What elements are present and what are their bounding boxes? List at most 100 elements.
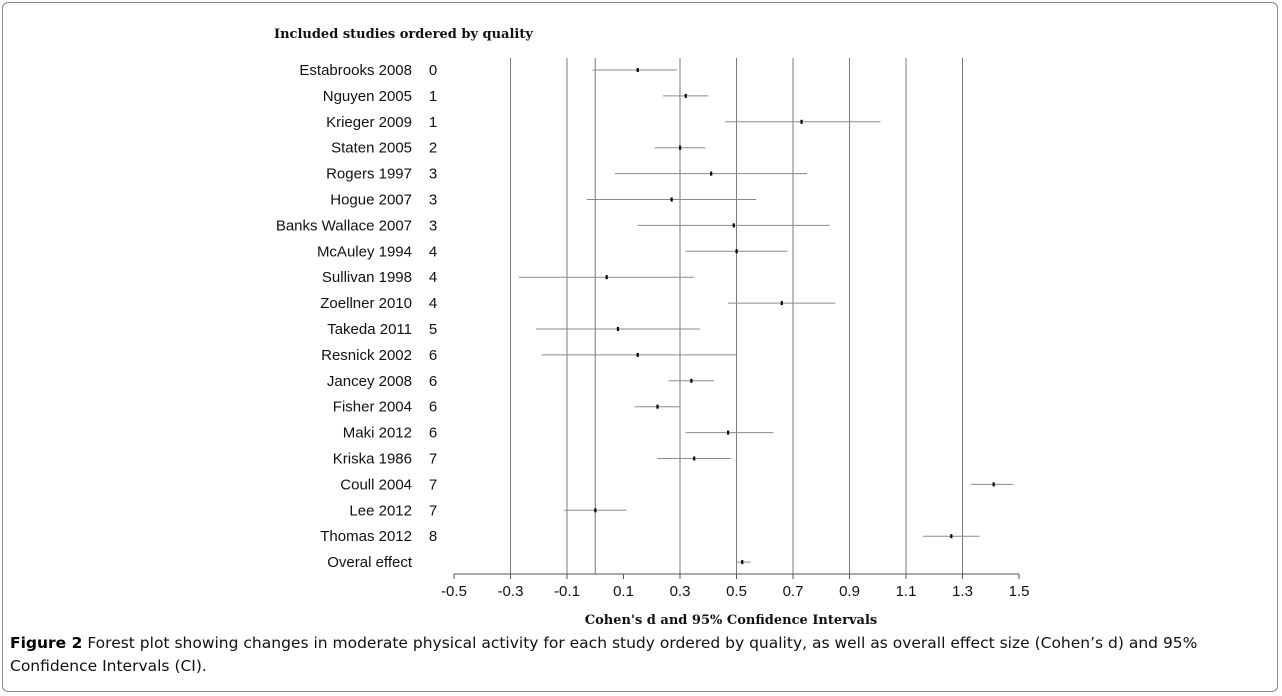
study-row: Resnick 2002 6: [321, 347, 737, 364]
study-row: Thomas 2012 8: [320, 528, 980, 545]
study-name: Estabrooks 2008: [299, 62, 412, 79]
study-name: Zoellner 2010: [320, 295, 412, 312]
x-tick-label: 1.1: [896, 583, 917, 600]
study-name: Hogue 2007: [330, 192, 412, 209]
study-quality: 8: [429, 528, 437, 545]
study-quality: 1: [429, 88, 437, 105]
effect-point: [670, 197, 673, 202]
study-row: Krieger 2009 1: [326, 114, 881, 131]
study-name: Maki 2012: [343, 425, 412, 442]
effect-point: [636, 68, 639, 72]
effect-point: [950, 534, 953, 539]
figure-label: Figure 2: [10, 634, 83, 652]
study-name: Thomas 2012: [320, 528, 412, 545]
study-name: McAuley 1994: [317, 243, 412, 260]
study-quality: 6: [429, 399, 437, 416]
figure-caption-text: Forest plot showing changes in moderate …: [10, 634, 1198, 675]
effect-point: [992, 482, 995, 487]
x-tick-label: -0.1: [554, 583, 580, 600]
study-row: Kriska 1986 7: [333, 451, 731, 468]
x-tick-label: 1.3: [952, 583, 973, 600]
study-name: Jancey 2008: [327, 373, 412, 390]
study-row: Staten 2005 2: [331, 140, 706, 157]
study-quality: 4: [429, 295, 437, 312]
x-axis: -0.5 -0.3 -0.1 0.1 0.3 0.5 0.7 0.9 1.1 1.3 1.5: [441, 573, 1030, 600]
study-name: Kriska 1986: [333, 451, 412, 468]
study-name: Lee 2012: [349, 502, 412, 519]
study-name: Resnick 2002: [321, 347, 412, 364]
study-row: Banks Wallace 2007 3: [276, 217, 830, 234]
study-quality: 3: [429, 217, 437, 234]
study-quality: 1: [429, 114, 437, 131]
study-quality: 3: [429, 192, 437, 209]
study-quality: 6: [429, 347, 437, 364]
x-tick-label: 0.7: [783, 583, 804, 600]
effect-point: [690, 378, 693, 383]
effect-point: [636, 352, 639, 357]
study-name: Sullivan 1998: [322, 269, 412, 286]
effect-point: [679, 145, 682, 150]
study-row: Jancey 2008 6: [327, 373, 714, 390]
effect-point: [693, 456, 696, 461]
study-row: Rogers 1997 3: [326, 166, 808, 183]
study-name: Krieger 2009: [326, 114, 412, 131]
study-name: Rogers 1997: [326, 166, 412, 183]
study-quality: 2: [429, 140, 437, 157]
x-tick-label: -0.5: [441, 583, 467, 600]
study-quality: 4: [429, 243, 437, 260]
study-quality: 0: [429, 62, 437, 79]
x-tick-label: -0.3: [498, 583, 524, 600]
effect-point: [735, 249, 738, 254]
study-name: Coull 2004: [340, 476, 412, 493]
study-row: Hogue 2007 3: [330, 192, 757, 209]
study-name: Fisher 2004: [333, 399, 412, 416]
study-name: Banks Wallace 2007: [276, 217, 412, 234]
study-row: Takeda 2011 5: [327, 321, 700, 338]
effect-point: [741, 560, 744, 565]
effect-point: [727, 430, 730, 435]
plot-title: Included studies ordered by quality: [274, 27, 533, 42]
study-row: Estabrooks 2008 0: [299, 62, 678, 79]
study-name: Overal effect: [327, 554, 413, 571]
study-row: Nguyen 2005 1: [323, 88, 709, 105]
effect-point: [800, 119, 803, 124]
effect-point: [594, 508, 597, 513]
x-tick-label: 0.1: [613, 583, 634, 600]
study-row: Fisher 2004 6: [333, 399, 680, 416]
study-row: Coull 2004 7: [340, 476, 1014, 493]
x-tick-label: 0.3: [670, 583, 691, 600]
x-tick-label: 0.9: [839, 583, 860, 600]
study-quality: 7: [429, 451, 437, 468]
study-row: Zoellner 2010 4: [320, 295, 836, 312]
effect-point: [710, 171, 713, 176]
effect-point: [684, 93, 687, 98]
x-axis-title: Cohen's d and 95% Confidence Intervals: [585, 613, 877, 628]
study-row: Sullivan 1998 4: [322, 269, 695, 286]
effect-point: [780, 301, 783, 306]
effect-point: [616, 327, 620, 331]
study-row: Overal effect: [327, 554, 751, 571]
study-quality: 6: [429, 425, 437, 442]
study-quality: 5: [429, 321, 437, 338]
study-quality: 7: [429, 476, 437, 493]
study-quality: 4: [429, 269, 437, 286]
study-row: McAuley 1994 4: [317, 243, 788, 260]
x-tick-label: 0.5: [726, 583, 747, 600]
effect-point: [732, 223, 735, 228]
study-name: Staten 2005: [331, 140, 412, 157]
study-name: Nguyen 2005: [323, 88, 412, 105]
figure-caption: Figure 2 Forest plot showing changes in …: [10, 632, 1250, 678]
x-tick-label: 1.5: [1009, 583, 1030, 600]
study-quality: 6: [429, 373, 437, 390]
study-row: Lee 2012 7: [349, 502, 627, 519]
effect-point: [605, 275, 608, 280]
study-name: Takeda 2011: [327, 321, 412, 338]
effect-point: [656, 404, 659, 409]
study-quality: 3: [429, 166, 437, 183]
study-row: Maki 2012 6: [343, 425, 774, 442]
study-quality: 7: [429, 502, 437, 519]
gridlines: [510, 58, 963, 574]
